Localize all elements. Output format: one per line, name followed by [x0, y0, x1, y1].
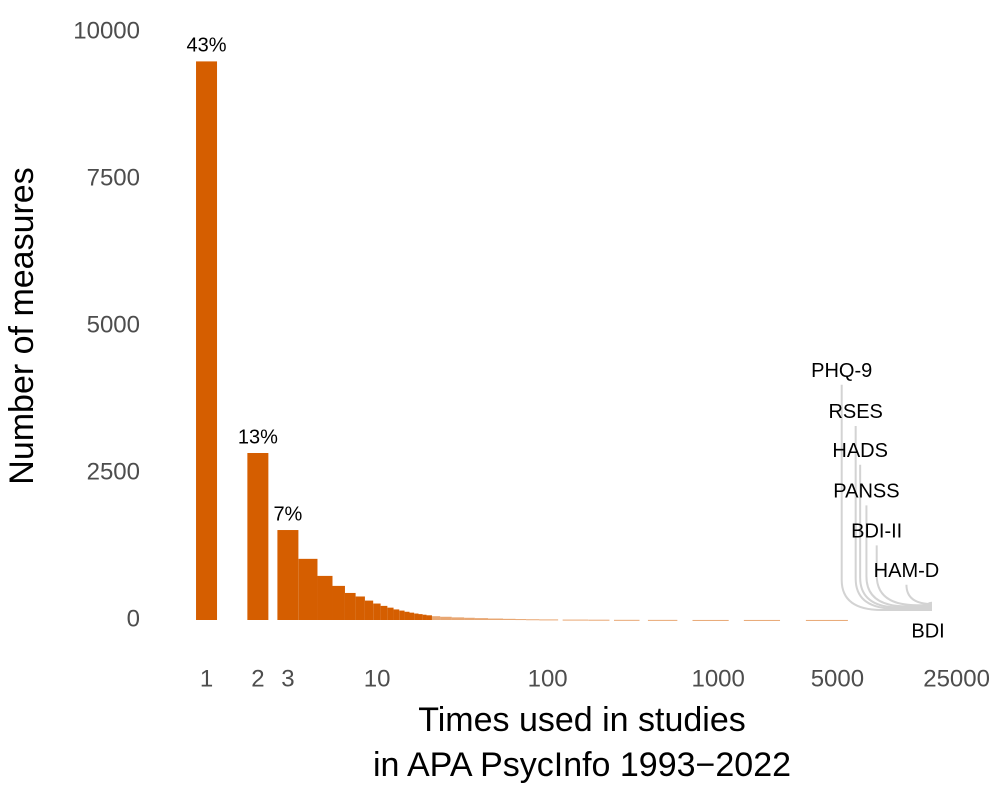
x-tick-label: 2 [251, 665, 264, 692]
bar [422, 614, 427, 620]
x-tick-label: 3 [281, 665, 294, 692]
x-tick-label: 100 [528, 665, 568, 692]
y-tick-label: 10000 [73, 17, 140, 44]
measure-line [905, 584, 933, 605]
x-tick-label: 1000 [691, 665, 744, 692]
bar [380, 605, 388, 620]
y-axis-title: Number of measures [3, 167, 41, 484]
bar [743, 619, 781, 621]
bar [399, 610, 405, 620]
bar [474, 618, 489, 620]
measure-label: BDI-II [851, 521, 902, 543]
measure-label: PANSS [833, 481, 899, 503]
bar [344, 592, 356, 620]
measure-line [859, 464, 932, 609]
bar [364, 600, 374, 620]
bar [317, 575, 333, 620]
x-axis-title: Times used in studies [418, 701, 746, 739]
bar-annotation: 13% [238, 426, 278, 448]
bar [298, 558, 318, 620]
measure-label: HADS [832, 440, 888, 462]
measure-line [840, 384, 932, 611]
measure-label: HAM-D [874, 560, 940, 582]
bar [431, 616, 441, 620]
y-tick-label: 2500 [87, 458, 140, 485]
x-tick-label: 10 [364, 665, 391, 692]
bar [539, 619, 559, 621]
y-tick-label: 5000 [87, 311, 140, 338]
bar [440, 616, 452, 620]
bar [196, 61, 218, 620]
bar [562, 619, 589, 621]
bar [387, 607, 394, 620]
measure-label: PHQ-9 [811, 360, 872, 382]
bar [426, 615, 432, 620]
bar [692, 619, 729, 621]
bar [247, 453, 269, 620]
bar [355, 596, 365, 620]
bar [526, 619, 540, 621]
x-tick-label: 5000 [811, 665, 864, 692]
bar [451, 617, 465, 620]
measure-line [854, 425, 932, 610]
bar [332, 585, 345, 620]
bar [404, 611, 410, 620]
bar [503, 618, 516, 620]
bar [414, 613, 419, 620]
x-axis-title: in APA PsycInfo 1993−2022 [373, 746, 791, 784]
measure-label: BDI [911, 620, 944, 642]
bar [488, 618, 504, 620]
y-tick-label: 7500 [87, 164, 140, 191]
bar [588, 619, 610, 621]
x-tick-label: 1 [200, 665, 213, 692]
bar [409, 612, 415, 620]
bar-annotation: 43% [187, 35, 227, 57]
x-tick-label: 25000 [923, 665, 990, 692]
bar [373, 603, 381, 620]
bar [647, 619, 678, 621]
bar [393, 609, 400, 620]
bar-annotation: 7% [273, 503, 302, 525]
measure-line [927, 601, 933, 606]
bar [613, 619, 640, 621]
bar [464, 617, 475, 620]
bar [277, 530, 299, 620]
y-tick-label: 0 [127, 605, 140, 632]
bar [805, 619, 848, 621]
bar [418, 614, 423, 620]
bar [515, 619, 527, 621]
measure-line [875, 545, 932, 607]
measure-line [865, 505, 932, 608]
measure-label: RSES [828, 401, 882, 423]
